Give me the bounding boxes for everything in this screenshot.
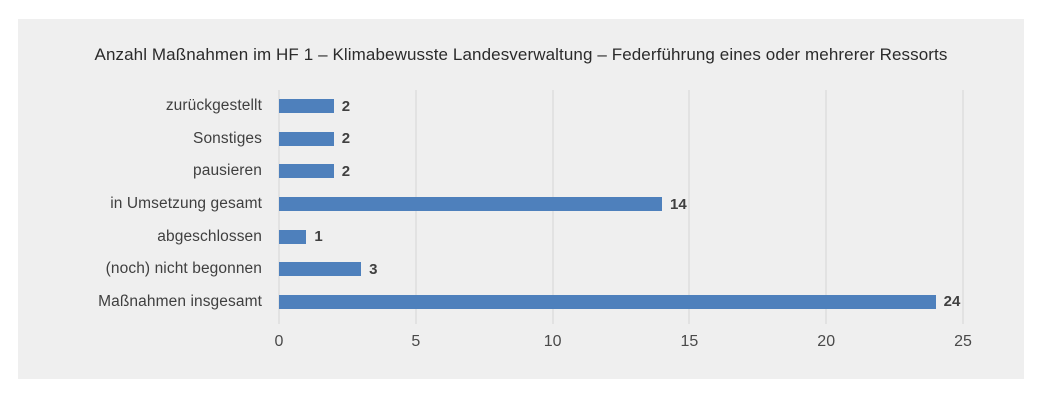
bar-rows: zurückgestellt 2 Sonstiges 2 pausieren 2 in Um… (18, 90, 963, 318)
bar-row: in Umsetzung gesamt 14 (18, 188, 963, 221)
category-label: (noch) nicht begonnen (105, 260, 262, 278)
category-label: abgeschlossen (157, 227, 262, 245)
bar-track: 2 (279, 155, 963, 188)
value-label: 2 (341, 130, 351, 148)
bar (279, 294, 936, 309)
category-label: Maßnahmen insgesamt (98, 292, 262, 310)
value-label: 2 (341, 97, 351, 115)
chart-panel: Anzahl Maßnahmen im HF 1 – Klimabewusste… (18, 19, 1024, 379)
x-axis-labels: 0 5 10 15 20 25 (275, 333, 972, 355)
bar (279, 262, 362, 277)
bar-track: 14 (279, 188, 963, 221)
value-label: 14 (670, 195, 687, 213)
chart-title: Anzahl Maßnahmen im HF 1 – Klimabewusste… (94, 45, 948, 64)
bar-track: 3 (279, 253, 963, 286)
category-label: pausieren (193, 162, 262, 180)
x-tick-label: 0 (274, 333, 284, 350)
bar-row: (noch) nicht begonnen 3 (18, 253, 963, 286)
gridline (688, 90, 690, 324)
bar-track: 1 (279, 220, 963, 253)
bar-track: 24 (279, 285, 963, 318)
bar (279, 164, 334, 179)
bar-row: Maßnahmen insgesamt 24 (18, 285, 963, 318)
bar (279, 99, 334, 114)
category-label: in Umsetzung gesamt (110, 195, 262, 213)
value-label: 2 (341, 162, 351, 180)
gridline (825, 90, 827, 324)
x-tick-label: 20 (817, 333, 836, 350)
bar (279, 197, 663, 212)
x-tick-label: 10 (543, 333, 562, 350)
category-label: Sonstiges (193, 129, 262, 147)
value-label: 1 (314, 228, 323, 246)
category-label: zurückgestellt (165, 97, 262, 115)
bar-track: 2 (279, 90, 963, 123)
value-label: 3 (369, 260, 378, 278)
x-tick-label: 5 (411, 333, 421, 350)
bar (279, 131, 334, 146)
bar (279, 229, 307, 244)
bar-row: pausieren 2 (18, 155, 963, 188)
bar-row: Sonstiges 2 (18, 123, 963, 156)
bar-track: 2 (279, 123, 963, 156)
x-tick-label: 15 (680, 333, 699, 350)
value-label: 24 (943, 293, 961, 311)
bar-row: zurückgestellt 2 (18, 90, 963, 123)
x-tick-label: 25 (954, 333, 972, 350)
gridline (962, 90, 964, 324)
bar-row: abgeschlossen 1 (18, 220, 963, 253)
